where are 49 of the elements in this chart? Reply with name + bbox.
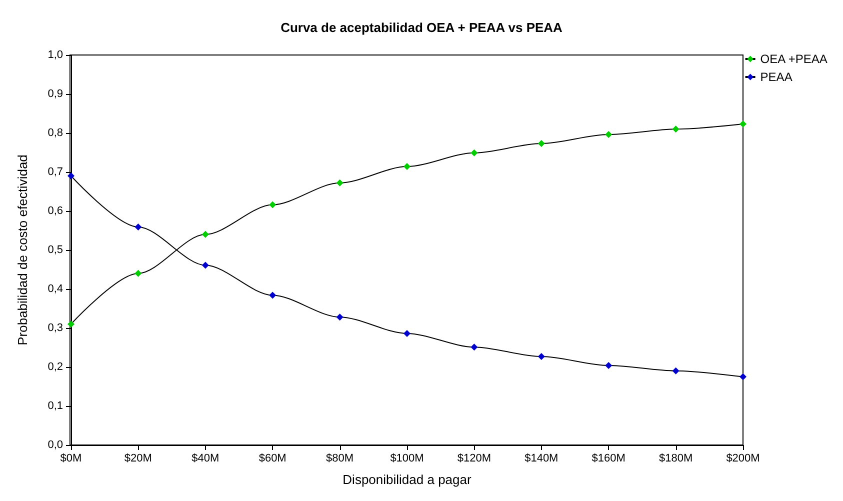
point	[470, 149, 478, 156]
y-tick-label: 0,5	[48, 244, 63, 256]
point	[68, 320, 74, 328]
point	[740, 120, 746, 128]
legend-label: OEA +PEAA	[760, 52, 828, 66]
chart-title: Curva de aceptabilidad OEA + PEAA vs PEAA	[280, 20, 564, 35]
point	[672, 126, 680, 133]
y-tick-label: 0,7	[48, 166, 63, 178]
legend-label: PEAA	[760, 70, 792, 84]
y-tick-label: 0,9	[48, 88, 63, 100]
x-tick-label: $160M	[592, 452, 626, 464]
point	[470, 344, 478, 351]
point	[68, 172, 74, 180]
point	[605, 362, 612, 369]
point	[538, 352, 545, 360]
y-tick-label: 0,8	[48, 127, 63, 139]
x-tick-label: $180M	[658, 452, 693, 464]
y-tick-label: 0,1	[48, 400, 63, 412]
x-axis-title: Disponibilidad a pagar	[342, 472, 472, 487]
point	[202, 230, 209, 238]
x-tick-label: $140M	[524, 452, 558, 464]
point	[134, 270, 142, 277]
y-axis-title: Probabilidad de costo efectividad	[15, 154, 30, 346]
point	[538, 140, 545, 148]
point	[404, 163, 410, 170]
x-tick-label: $40M	[192, 452, 220, 464]
x-tick-label: $120M	[457, 452, 492, 464]
y-tick-label: 0,0	[48, 439, 63, 451]
point	[134, 223, 142, 230]
point	[605, 131, 612, 138]
x-tick-label: $80M	[326, 452, 354, 464]
point	[269, 292, 276, 299]
y-tick-label: 0,3	[48, 322, 63, 334]
x-tick-label: $0M	[60, 452, 82, 464]
point	[336, 179, 344, 186]
x-tick-label: $60M	[258, 452, 286, 464]
y-tick-label: 0,4	[48, 283, 63, 295]
y-tick-label: 1,0	[48, 49, 63, 61]
point	[336, 314, 344, 321]
x-tick-label: $100M	[390, 452, 424, 464]
point	[202, 262, 209, 269]
x-tick-label: $200M	[726, 452, 760, 464]
point	[672, 367, 680, 374]
point	[404, 330, 410, 337]
point	[269, 201, 276, 208]
y-tick-label: 0,2	[48, 361, 63, 373]
y-tick-label: 0,6	[48, 205, 63, 217]
x-tick-label: $20M	[124, 452, 152, 464]
point	[740, 373, 746, 380]
